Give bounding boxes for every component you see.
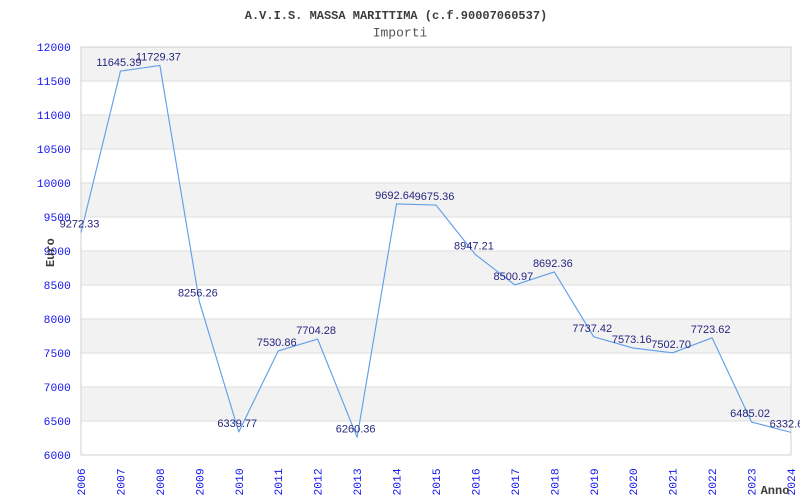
svg-text:Euro: Euro — [44, 238, 58, 267]
svg-text:7530.86: 7530.86 — [257, 337, 297, 349]
svg-text:2013: 2013 — [353, 468, 365, 495]
svg-text:7723.62: 7723.62 — [691, 324, 731, 336]
svg-text:2019: 2019 — [590, 468, 602, 495]
svg-text:6332.61: 6332.61 — [770, 418, 800, 430]
svg-text:2016: 2016 — [471, 468, 483, 495]
svg-text:6485.02: 6485.02 — [730, 408, 770, 420]
svg-text:8256.26: 8256.26 — [178, 288, 218, 300]
svg-text:11645.39: 11645.39 — [96, 57, 141, 69]
svg-text:2024: 2024 — [787, 468, 799, 495]
svg-text:10000: 10000 — [37, 179, 71, 191]
svg-text:7502.70: 7502.70 — [651, 339, 691, 351]
svg-text:2007: 2007 — [116, 468, 128, 495]
svg-text:7500: 7500 — [44, 349, 71, 361]
svg-text:2018: 2018 — [550, 468, 562, 495]
svg-text:9000: 9000 — [44, 247, 71, 259]
svg-text:2015: 2015 — [432, 468, 444, 495]
svg-text:9692.64: 9692.64 — [375, 190, 415, 202]
svg-text:8692.36: 8692.36 — [533, 258, 573, 270]
svg-text:2022: 2022 — [708, 468, 720, 495]
svg-text:7000: 7000 — [44, 383, 71, 395]
svg-text:7737.42: 7737.42 — [572, 323, 612, 335]
svg-text:10500: 10500 — [37, 145, 71, 157]
svg-text:Importi: Importi — [373, 26, 428, 41]
svg-text:6260.36: 6260.36 — [336, 423, 376, 435]
svg-text:11000: 11000 — [37, 111, 71, 123]
svg-text:2011: 2011 — [274, 468, 286, 495]
svg-text:7704.28: 7704.28 — [296, 325, 336, 337]
svg-text:2010: 2010 — [235, 468, 247, 495]
svg-text:12000: 12000 — [37, 43, 71, 55]
svg-text:2009: 2009 — [195, 468, 207, 495]
svg-text:2012: 2012 — [314, 468, 326, 495]
svg-text:2021: 2021 — [669, 468, 681, 495]
svg-text:2006: 2006 — [77, 468, 89, 495]
svg-text:8947.21: 8947.21 — [454, 241, 494, 253]
svg-text:9272.33: 9272.33 — [60, 218, 100, 230]
svg-text:9500: 9500 — [44, 213, 71, 225]
svg-text:8000: 8000 — [44, 315, 71, 327]
svg-text:6339.77: 6339.77 — [217, 418, 257, 430]
svg-text:11729.37: 11729.37 — [136, 51, 181, 63]
svg-text:9675.36: 9675.36 — [415, 191, 455, 203]
svg-text:7573.16: 7573.16 — [612, 334, 652, 346]
svg-text:6500: 6500 — [44, 417, 71, 429]
svg-text:2014: 2014 — [393, 468, 405, 495]
svg-text:2023: 2023 — [748, 468, 760, 495]
svg-text:A.V.I.S. MASSA MARITTIMA (c.f.: A.V.I.S. MASSA MARITTIMA (c.f.9000706053… — [245, 9, 547, 23]
svg-text:11500: 11500 — [37, 77, 71, 89]
svg-text:8500.97: 8500.97 — [494, 271, 534, 283]
svg-text:6000: 6000 — [44, 451, 71, 463]
svg-text:2020: 2020 — [629, 468, 641, 495]
svg-text:2017: 2017 — [511, 468, 523, 495]
svg-text:Anno: Anno — [761, 484, 790, 498]
svg-text:8500: 8500 — [44, 281, 71, 293]
svg-text:2008: 2008 — [156, 468, 168, 495]
